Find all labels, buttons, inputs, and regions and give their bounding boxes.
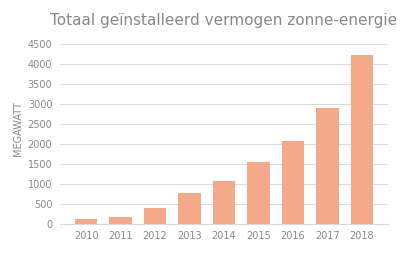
- Bar: [247, 162, 270, 224]
- Bar: [351, 55, 373, 224]
- Bar: [144, 208, 166, 224]
- Bar: [316, 108, 339, 224]
- Bar: [213, 181, 235, 224]
- Bar: [75, 219, 97, 224]
- Bar: [109, 217, 132, 224]
- Bar: [178, 193, 201, 224]
- Bar: [282, 141, 304, 224]
- Y-axis label: MEGAWATT: MEGAWATT: [14, 101, 24, 156]
- Title: Totaal geïnstalleerd vermogen zonne-energie: Totaal geïnstalleerd vermogen zonne-ener…: [50, 14, 398, 28]
